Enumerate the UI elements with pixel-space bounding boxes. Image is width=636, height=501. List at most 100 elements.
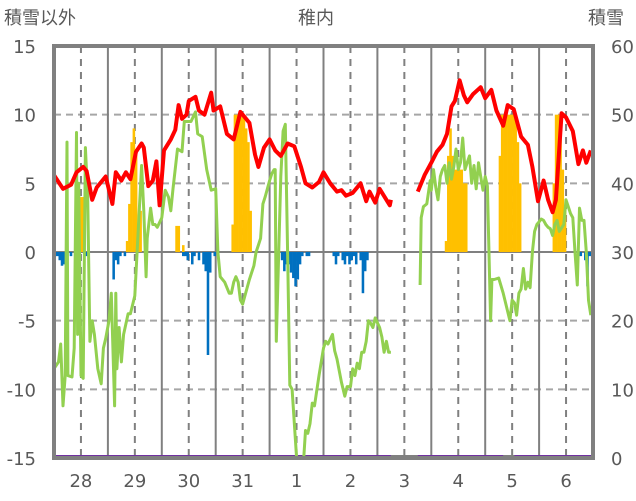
blue-bar bbox=[305, 252, 309, 257]
blue-bar bbox=[359, 252, 362, 261]
left-tick-label: 15 bbox=[13, 37, 36, 58]
orange-bar bbox=[249, 210, 252, 252]
blue-bar bbox=[298, 252, 302, 265]
left-tick-label: -5 bbox=[18, 312, 36, 333]
right-tick-label: 30 bbox=[611, 243, 634, 264]
blue-bar bbox=[341, 252, 345, 261]
x-tick-label: 4 bbox=[453, 471, 464, 492]
blue-bar bbox=[114, 252, 118, 261]
blue-bar bbox=[354, 252, 358, 265]
green-line bbox=[418, 136, 593, 323]
orange-bar bbox=[460, 169, 464, 252]
blue-bar bbox=[280, 252, 284, 261]
right-tick-label: 10 bbox=[611, 380, 634, 401]
orange-bar bbox=[505, 114, 508, 253]
blue-bar bbox=[366, 252, 369, 261]
orange-bar bbox=[449, 128, 452, 252]
orange-bar bbox=[182, 245, 185, 252]
blue-bar bbox=[116, 252, 120, 265]
orange-bar bbox=[80, 197, 84, 252]
blue-bar bbox=[289, 252, 293, 273]
blue-bar bbox=[193, 252, 196, 257]
orange-bar bbox=[447, 155, 450, 252]
x-tick-label: 3 bbox=[399, 471, 410, 492]
x-tick-label: 6 bbox=[560, 471, 571, 492]
orange-bar bbox=[128, 203, 131, 252]
orange-bar bbox=[507, 114, 511, 253]
orange-bar bbox=[512, 114, 515, 253]
blue-bar bbox=[296, 252, 300, 280]
x-tick-label: 28 bbox=[69, 471, 92, 492]
blue-bar bbox=[208, 252, 212, 273]
right-tick-label: 40 bbox=[611, 174, 634, 195]
blue-bar bbox=[361, 252, 365, 294]
blue-bar bbox=[343, 252, 347, 265]
orange-bar bbox=[238, 114, 241, 253]
orange-bar bbox=[561, 169, 565, 252]
orange-bar bbox=[462, 183, 466, 252]
plot-frame bbox=[52, 44, 595, 460]
orange-bar bbox=[231, 224, 234, 252]
blue-bar bbox=[119, 252, 122, 257]
right-axis-title: 積雪 bbox=[588, 8, 624, 29]
blue-bar bbox=[336, 252, 340, 257]
orange-bar bbox=[247, 142, 250, 252]
blue-bar bbox=[352, 252, 356, 257]
left-tick-label: 10 bbox=[13, 106, 36, 127]
orange-bar bbox=[456, 169, 459, 252]
right-tick-label: 60 bbox=[611, 37, 634, 58]
orange-bar bbox=[132, 128, 136, 252]
orange-bar bbox=[233, 114, 237, 253]
orange-bar bbox=[464, 183, 468, 252]
blue-bar bbox=[363, 252, 367, 272]
blue-bar bbox=[202, 252, 205, 265]
blue-bar bbox=[60, 252, 64, 266]
orange-bar bbox=[235, 114, 239, 253]
blue-bar bbox=[69, 252, 73, 257]
blue-bar bbox=[579, 252, 583, 257]
x-tick-label: 5 bbox=[506, 471, 517, 492]
orange-bar bbox=[242, 114, 246, 253]
blue-bar bbox=[332, 252, 336, 257]
blue-bar bbox=[348, 252, 351, 265]
blue-bar bbox=[62, 252, 66, 265]
blue-bar bbox=[283, 252, 286, 272]
x-tick-label: 30 bbox=[177, 471, 200, 492]
left-axis-title: 積雪以外 bbox=[4, 8, 76, 29]
blue-bar bbox=[213, 252, 216, 257]
orange-bar bbox=[453, 169, 457, 252]
x-tick-label: 2 bbox=[345, 471, 356, 492]
blue-bar bbox=[204, 252, 208, 272]
blue-bar bbox=[85, 252, 88, 257]
right-tick-label: 50 bbox=[611, 106, 634, 127]
left-tick-label: 0 bbox=[25, 243, 36, 264]
blue-bar bbox=[182, 252, 185, 257]
orange-bar bbox=[498, 155, 502, 252]
red-line bbox=[54, 90, 393, 208]
blue-bar bbox=[186, 252, 190, 261]
orange-bar bbox=[552, 183, 556, 252]
blue-bar bbox=[206, 252, 210, 355]
blue-bar bbox=[307, 252, 311, 257]
blue-bar bbox=[190, 252, 194, 265]
x-tick-label: 31 bbox=[231, 471, 254, 492]
chart-title: 稚内 bbox=[298, 8, 334, 29]
blue-bar bbox=[184, 252, 187, 257]
orange-bar bbox=[563, 210, 567, 252]
orange-bar bbox=[125, 241, 129, 252]
orange-bar bbox=[244, 128, 248, 252]
orange-bar bbox=[559, 114, 562, 253]
orange-bar bbox=[518, 183, 522, 252]
blue-bar bbox=[197, 252, 201, 261]
blue-bar bbox=[301, 252, 304, 257]
right-tick-label: 0 bbox=[611, 449, 622, 470]
orange-bar bbox=[130, 142, 133, 252]
orange-bar bbox=[509, 114, 513, 253]
blue-bar bbox=[294, 252, 297, 287]
blue-bar bbox=[350, 252, 353, 261]
orange-bar bbox=[458, 169, 461, 252]
green-line bbox=[54, 110, 391, 458]
left-tick-label: -10 bbox=[7, 380, 36, 401]
blue-bar bbox=[58, 252, 62, 261]
